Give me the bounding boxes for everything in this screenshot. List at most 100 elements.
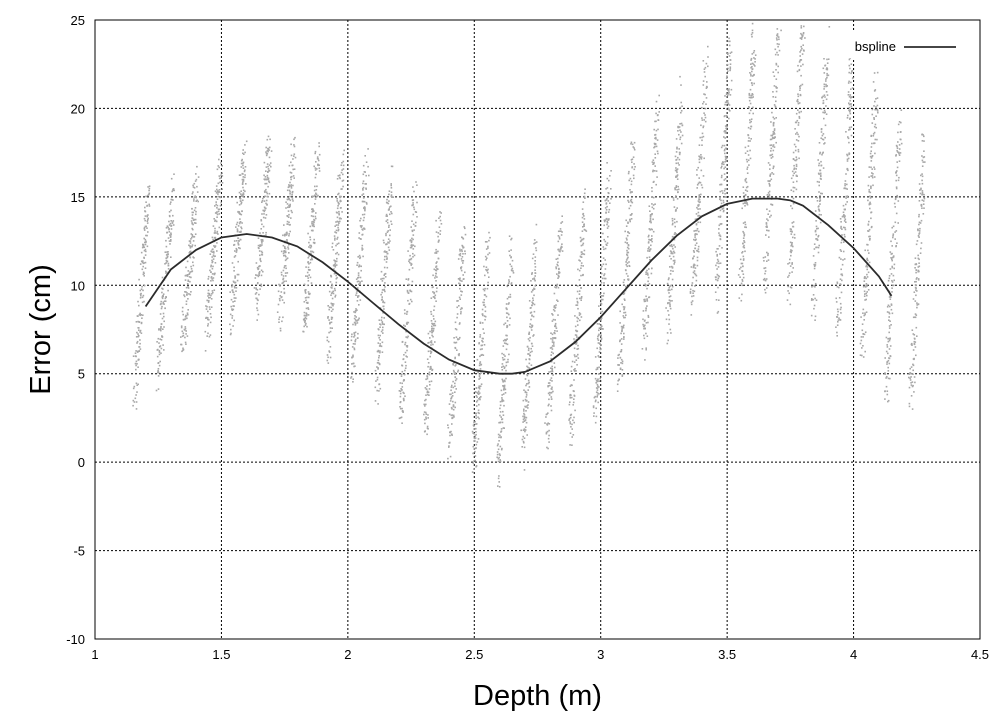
scatter-point <box>428 341 430 344</box>
scatter-point <box>255 292 258 294</box>
scatter-point <box>617 357 619 359</box>
scatter-point <box>309 247 312 249</box>
scatter-point <box>314 194 316 196</box>
scatter-point <box>778 49 781 52</box>
scatter-point <box>403 399 405 401</box>
scatter-point <box>864 313 866 316</box>
scatter-point <box>196 199 198 202</box>
scatter-point <box>256 282 259 285</box>
scatter-point <box>870 157 873 159</box>
scatter-point <box>216 242 218 244</box>
scatter-point <box>887 377 890 380</box>
scatter-point <box>401 364 403 367</box>
scatter-point <box>285 258 288 260</box>
scatter-point <box>790 251 792 254</box>
scatter-point <box>142 273 145 276</box>
scatter-point <box>607 236 609 238</box>
scatter-point <box>724 161 726 163</box>
scatter-point <box>212 238 214 241</box>
scatter-point <box>580 239 583 242</box>
scatter-point <box>389 213 391 216</box>
scatter-point <box>308 293 310 295</box>
scatter-point <box>923 207 925 209</box>
scatter-point <box>384 286 386 288</box>
scatter-point <box>138 350 141 352</box>
scatter-point <box>765 225 767 228</box>
scatter-point <box>674 232 676 234</box>
scatter-point <box>707 45 709 48</box>
scatter-point <box>425 418 427 420</box>
scatter-point <box>768 210 771 212</box>
scatter-point <box>235 297 237 299</box>
scatter-point <box>886 311 889 313</box>
scatter-point <box>412 213 415 216</box>
scatter-point <box>148 187 151 190</box>
scatter-point <box>165 245 168 248</box>
scatter-point <box>197 200 199 203</box>
scatter-point <box>650 221 652 224</box>
scatter-point <box>156 341 158 343</box>
scatter-point <box>475 465 478 467</box>
scatter-point <box>900 121 902 124</box>
scatter-point <box>802 33 805 35</box>
scatter-point <box>822 138 825 141</box>
scatter-point <box>381 280 384 282</box>
scatter-point <box>552 318 555 321</box>
scatter-point <box>502 414 505 416</box>
scatter-point <box>139 329 142 332</box>
scatter-point <box>497 458 500 460</box>
scatter-point <box>505 369 507 372</box>
scatter-point <box>364 155 366 157</box>
scatter-point <box>699 215 701 217</box>
scatter-point <box>457 300 459 302</box>
scatter-point <box>309 292 311 295</box>
scatter-point <box>159 338 161 340</box>
scatter-point <box>192 228 194 231</box>
scatter-point <box>336 238 338 240</box>
scatter-point <box>484 274 486 277</box>
scatter-point <box>777 71 779 74</box>
scatter-point <box>789 241 792 244</box>
scatter-point <box>887 338 889 340</box>
scatter-point <box>595 415 598 418</box>
scatter-point <box>500 389 503 392</box>
scatter-point <box>509 254 511 257</box>
scatter-point <box>402 411 404 413</box>
scatter-point <box>510 237 513 240</box>
scatter-point <box>810 299 813 301</box>
scatter-point <box>362 186 365 189</box>
scatter-point <box>481 313 484 316</box>
scatter-point <box>647 250 649 252</box>
scatter-point <box>481 340 483 342</box>
scatter-point <box>717 274 720 277</box>
scatter-point <box>233 256 236 258</box>
scatter-point <box>162 312 165 315</box>
scatter-point <box>871 113 874 116</box>
scatter-point <box>215 192 218 194</box>
scatter-point <box>356 309 358 311</box>
scatter-point <box>464 252 466 255</box>
scatter-point <box>215 185 218 187</box>
scatter-point <box>306 284 309 287</box>
scatter-point <box>390 223 393 225</box>
scatter-point <box>430 313 433 315</box>
scatter-point <box>605 263 607 266</box>
scatter-point <box>307 261 309 263</box>
scatter-point <box>772 91 774 93</box>
scatter-point <box>835 326 837 328</box>
scatter-point <box>704 116 707 119</box>
scatter-point <box>182 348 185 351</box>
scatter-point <box>285 280 287 282</box>
scatter-point <box>239 218 241 220</box>
scatter-point <box>627 221 629 224</box>
scatter-point <box>235 226 237 228</box>
scatter-point <box>675 159 677 161</box>
scatter-point <box>776 43 779 45</box>
scatter-point <box>260 260 262 263</box>
scatter-point <box>352 362 355 365</box>
scatter-point <box>673 252 676 254</box>
scatter-point <box>801 34 803 36</box>
scatter-point <box>920 188 922 191</box>
scatter-point <box>143 249 146 252</box>
scatter-point <box>286 240 288 243</box>
